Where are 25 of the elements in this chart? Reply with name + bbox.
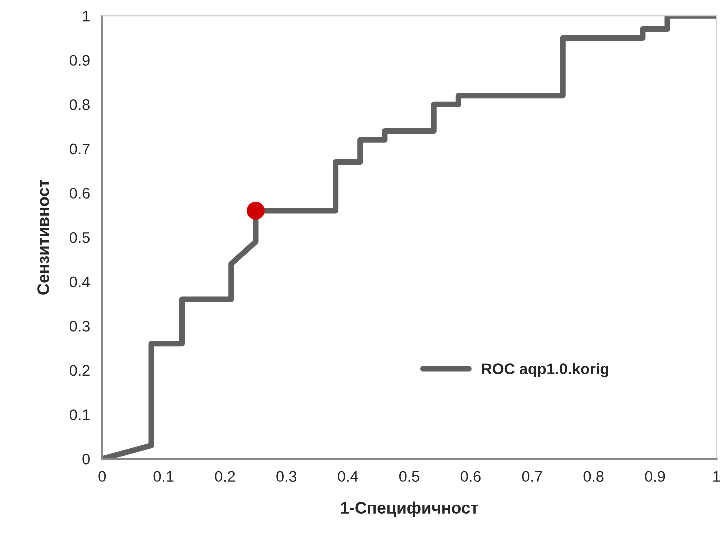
y-axis-title: Сензитивност [38, 180, 50, 295]
x-tick-label: 0.1 [154, 471, 174, 482]
y-tick-label: 0.7 [70, 144, 90, 155]
y-tick-label: 1 [83, 11, 90, 22]
y-tick-label: 0.3 [70, 321, 90, 332]
x-tick-label: 0 [98, 471, 106, 482]
x-tick-label: 0.8 [584, 471, 604, 482]
x-tick-label: 0.9 [645, 471, 666, 482]
x-tick-label: 0.2 [215, 471, 236, 482]
x-tick-label: 0.5 [400, 471, 420, 482]
x-tick-label: 0.3 [276, 471, 297, 482]
legend-label: ROC aqp1.0.korig [482, 363, 608, 378]
x-tick-label: 0.4 [338, 471, 358, 482]
y-tick-label: 0.2 [70, 365, 90, 376]
y-tick-label: 0 [82, 454, 90, 465]
y-tick-label: 0.8 [70, 100, 90, 110]
y-tick-label: 0.6 [70, 188, 90, 199]
y-tick-label: 0.4 [70, 276, 90, 288]
x-tick-label: 1 [714, 471, 720, 482]
y-tick-label: 0.5 [70, 232, 90, 244]
y-tick-label: 0.1 [70, 410, 90, 420]
x-tick-label: 0.7 [522, 471, 542, 482]
y-tick-label: 0.9 [70, 55, 90, 66]
x-tick-label: 0.6 [460, 471, 481, 482]
x-axis-title: 1-Специфичност [341, 502, 478, 518]
